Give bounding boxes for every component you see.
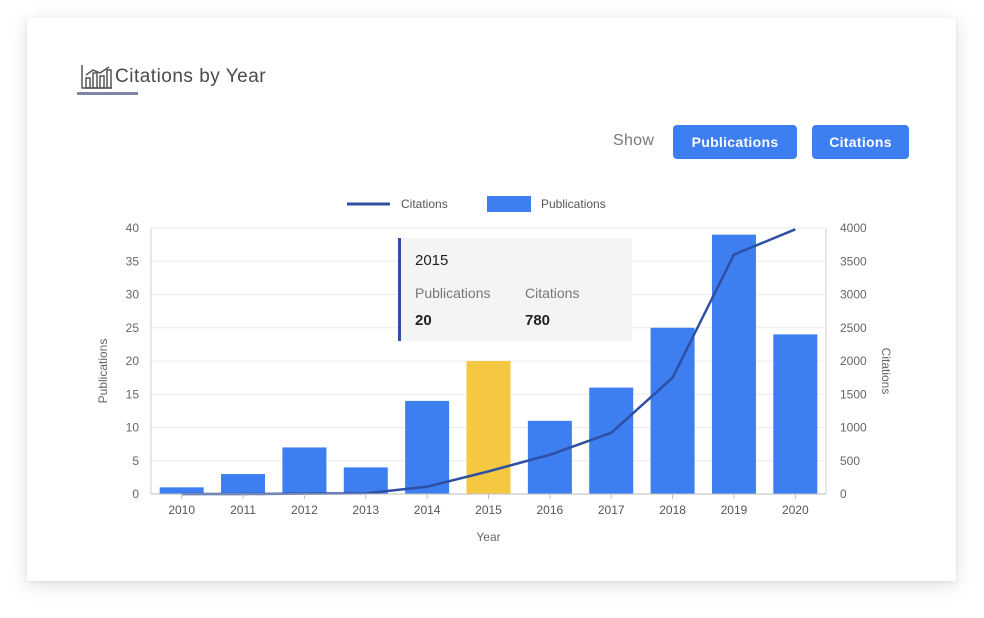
chart-tooltip: 2015 Publications Citations 20 780: [398, 238, 632, 341]
legend-citations-label: Citations: [401, 197, 448, 211]
tooltip-citations-label: Citations: [525, 285, 580, 301]
tooltip-publications-value: 20: [415, 312, 432, 329]
tooltip-publications-label: Publications: [415, 285, 491, 301]
bar-2019: [711, 234, 756, 494]
y-left-tick-label: 35: [126, 254, 140, 268]
y-left-tick-label: 15: [126, 387, 140, 401]
card-header: Citations by Year: [79, 62, 266, 92]
y-left-tick-label: 0: [132, 487, 139, 501]
y-right-tick-label: 4000: [840, 221, 867, 235]
legend-publications-swatch: [487, 196, 531, 212]
bar-2013: [343, 467, 388, 494]
bar-2016: [527, 420, 572, 494]
y-left-tick-label: 10: [126, 421, 140, 435]
chart-card: Citations by Year Show Publications Cita…: [27, 18, 956, 581]
page-title: Citations by Year: [115, 66, 267, 87]
x-tick-label: 2019: [721, 503, 748, 517]
y-left-tick-label: 20: [126, 354, 140, 368]
x-tick-label: 2015: [475, 503, 502, 517]
tooltip-citations-value: 780: [525, 312, 551, 329]
bar-2011: [221, 474, 266, 494]
citations-toggle-button[interactable]: Citations: [812, 125, 909, 159]
y-left-tick-label: 40: [126, 221, 140, 235]
y-right-tick-label: 3000: [840, 288, 867, 302]
legend-publications-label: Publications: [541, 197, 606, 211]
y-right-tick-label: 500: [840, 454, 860, 468]
y-left-tick-label: 30: [126, 288, 140, 302]
show-label: Show: [613, 132, 655, 149]
title-underline: [77, 92, 138, 95]
bar-2018: [650, 327, 695, 494]
y-right-tick-label: 1500: [840, 387, 867, 401]
x-tick-label: 2012: [291, 503, 318, 517]
bar-2014: [405, 400, 450, 494]
bar-2012: [282, 447, 327, 494]
x-tick-label: 2020: [782, 503, 809, 517]
x-tick-label: 2010: [168, 503, 195, 517]
bar-chart-icon: [81, 65, 112, 89]
publications-toggle-button[interactable]: Publications: [673, 125, 797, 159]
y-left-tick-label: 5: [132, 454, 139, 468]
y-right-tick-label: 3500: [840, 254, 867, 268]
bar-2020: [773, 334, 818, 494]
y-left-axis-title: Publications: [96, 339, 110, 404]
y-left-tick-label: 25: [126, 321, 140, 335]
x-tick-label: 2011: [230, 503, 256, 517]
bar-2017: [589, 387, 634, 494]
x-tick-label: 2017: [598, 503, 625, 517]
x-tick-label: 2014: [414, 503, 441, 517]
y-right-tick-label: 1000: [840, 421, 867, 435]
y-right-axis-title: Citations: [879, 348, 893, 395]
tooltip-year: 2015: [415, 252, 449, 269]
y-right-tick-label: 2500: [840, 321, 867, 335]
y-right-tick-label: 0: [840, 487, 847, 501]
x-tick-label: 2018: [659, 503, 686, 517]
x-axis-title: Year: [476, 530, 500, 544]
x-tick-label: 2013: [352, 503, 379, 517]
x-tick-label: 2016: [537, 503, 564, 517]
y-right-tick-label: 2000: [840, 354, 867, 368]
citations-chart: 0 0 5 500 10 1000 15 1500 20 2000 25 2500 30 3000 35 35…: [96, 196, 893, 544]
bar-2010: [159, 487, 204, 494]
